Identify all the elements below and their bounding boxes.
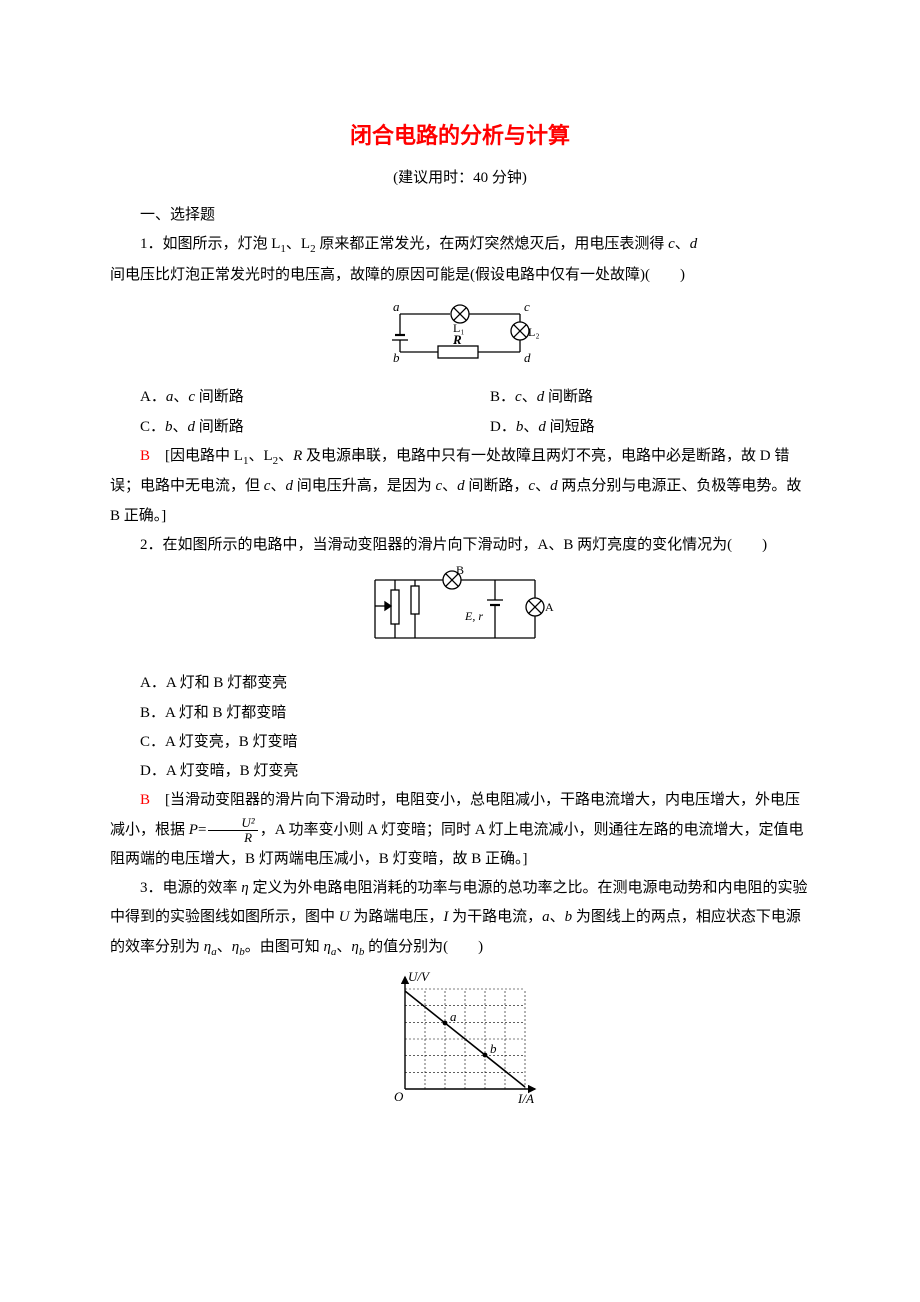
fig3-O: O	[394, 1089, 404, 1104]
optD-post: 间短路	[546, 419, 595, 435]
q1-stem-text-b: 、L	[286, 236, 310, 252]
var-c: c	[668, 236, 675, 252]
optD-mid: 、	[523, 419, 538, 435]
optD-b: d	[538, 419, 546, 435]
q1-stem-text: 1．如图所示，灯泡 L	[140, 236, 280, 252]
s3: 、	[535, 478, 550, 494]
page-title: 闭合电路的分析与计算	[110, 115, 810, 158]
optC-pre: C．	[140, 419, 165, 435]
fig1-R: R	[452, 332, 462, 347]
section-1-heading: 一、选择题	[110, 201, 810, 230]
circuit-2-svg: B A E, r	[355, 566, 565, 654]
q1-exp3: 、	[278, 448, 293, 464]
optB-a: c	[515, 389, 522, 405]
q1-stem-text-c: 原来都正常发光，在两灯突然熄灭后，用电压表测得	[316, 236, 669, 252]
q1-optB: B．c、d 间断路	[460, 383, 810, 412]
page-subtitle: (建议用时：40 分钟)	[110, 164, 810, 193]
q3-s7: 、	[217, 939, 232, 955]
q3-s7b: 、	[336, 939, 351, 955]
q2-figure: B A E, r	[110, 566, 810, 665]
optC-mid: 、	[173, 419, 188, 435]
q1-options-row2: C．b、d 间断路 D．b、d 间短路	[110, 413, 810, 442]
q3-U: U	[339, 909, 350, 925]
fig1-b: b	[393, 350, 400, 365]
q1-optA: A．a、c 间断路	[110, 383, 460, 412]
vd1: d	[285, 478, 293, 494]
q3-a: a	[542, 909, 550, 925]
optD-pre: D．	[490, 419, 516, 435]
q2-stem: 2．在如图所示的电路中，当滑动变阻器的滑片向下滑动时，A、B 两灯亮度的变化情况…	[110, 531, 810, 560]
optB-post: 间断路	[544, 389, 593, 405]
q3-s8: 。由图可知	[245, 939, 324, 955]
q2-fraction: U²R	[208, 816, 257, 844]
q2-eq: =	[198, 822, 206, 838]
q2-optA: A．A 灯和 B 灯都变亮	[110, 669, 810, 698]
q2-optC: C．A 灯变亮，B 灯变暗	[110, 728, 810, 757]
q2-den: R	[208, 831, 257, 845]
q1-exp5: 间断路，	[465, 478, 529, 494]
var-R: R	[293, 448, 302, 464]
q3-s4: 为干路电流，	[448, 909, 542, 925]
sep: 、	[675, 236, 690, 252]
fig3-b: b	[490, 1041, 497, 1056]
q1-optC: C．b、d 间断路	[110, 413, 460, 442]
page: 闭合电路的分析与计算 (建议用时：40 分钟) 一、选择题 1．如图所示，灯泡 …	[0, 0, 920, 1302]
q3-eta-a2: η	[323, 939, 330, 955]
circuit-1-svg: a b c d L₁ L₂ R	[360, 296, 560, 368]
s1: 、	[270, 478, 285, 494]
q1-stem-line2: 间电压比灯泡正常发光时的电压高，故障的原因可能是(假设电路中仅有一处故障)( )	[110, 261, 810, 290]
fig3-xlabel: I/A	[517, 1091, 534, 1106]
optA-mid: 、	[173, 389, 188, 405]
q2-num: U²	[208, 816, 257, 831]
optC-b: d	[188, 419, 196, 435]
fig3-ylabel: U/V	[408, 969, 431, 984]
q2-optD: D．A 灯变暗，B 灯变亮	[110, 757, 810, 786]
fig2-A: A	[545, 600, 554, 614]
optC-a: b	[165, 419, 173, 435]
fig1-c: c	[524, 299, 530, 314]
q3-stem: 3．电源的效率 η 定义为外电路电阻消耗的功率与电源的总功率之比。在测电源电动势…	[110, 874, 810, 963]
q2-answer: B	[140, 792, 150, 808]
s2: 、	[442, 478, 457, 494]
fig1-a: a	[393, 299, 400, 314]
fig2-Er: E, r	[464, 609, 483, 623]
fig1-d: d	[524, 350, 531, 365]
q2-optB: B．A 灯和 B 灯都变暗	[110, 699, 810, 728]
q1-answer: B	[140, 448, 150, 464]
optC-post: 间断路	[195, 419, 244, 435]
q2-explanation: B [当滑动变阻器的滑片向下滑动时，电阻变小，总电阻减小，干路电流增大，内电压增…	[110, 786, 810, 874]
q3-figure: a b O U/V I/A	[110, 969, 810, 1120]
vd2: d	[457, 478, 465, 494]
q3-s1: 3．电源的效率	[140, 880, 241, 896]
q2-P: P	[189, 822, 198, 838]
q1-exp4: 间电压升高，是因为	[293, 478, 436, 494]
graph-svg: a b O U/V I/A	[370, 969, 550, 1109]
fig3-a: a	[450, 1009, 457, 1024]
q1-options-row1: A．a、c 间断路 B．c、d 间断路	[110, 383, 810, 412]
q1-explanation: B [因电路中 L1、L2、R 及电源串联，电路中只有一处故障且两灯不亮，电路中…	[110, 442, 810, 531]
q3-s5: 、	[550, 909, 565, 925]
optB-pre: B．	[490, 389, 515, 405]
optA-pre: A．	[140, 389, 166, 405]
q3-s9: 的值分别为( )	[364, 939, 483, 955]
fig1-L2: L₂	[528, 325, 540, 339]
optB-mid: 、	[522, 389, 537, 405]
q3-eta: η	[241, 880, 248, 896]
q3-eta-b2: η	[351, 939, 358, 955]
q1-stem: 1．如图所示，灯泡 L1、L2 原来都正常发光，在两灯突然熄灭后，用电压表测得 …	[110, 230, 810, 260]
q1-exp1: [因电路中 L	[150, 448, 243, 464]
q1-stem-text-d: 间电压比灯泡正常发光时的电压高，故障的原因可能是(假设电路中仅有一处故障)( )	[110, 267, 685, 283]
q1-figure: a b c d L₁ L₂ R	[110, 296, 810, 379]
optA-post: 间断路	[195, 389, 244, 405]
q1-exp2: 、L	[248, 448, 272, 464]
q3-s3: 为路端电压，	[350, 909, 444, 925]
fig2-B: B	[456, 566, 464, 577]
vd3: d	[550, 478, 558, 494]
var-d: d	[690, 236, 698, 252]
q1-optD: D．b、d 间短路	[460, 413, 810, 442]
